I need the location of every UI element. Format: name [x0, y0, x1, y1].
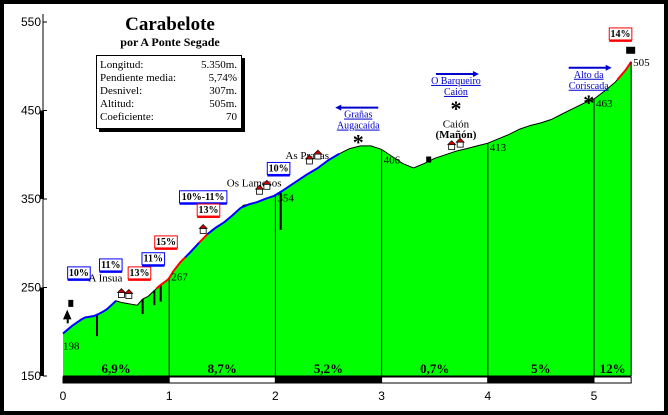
y-tick-label: 250 — [21, 281, 41, 295]
elevation-label: 463 — [596, 98, 613, 110]
house-icon — [313, 149, 323, 160]
stat-value: 505m. — [209, 98, 237, 110]
km-scale-bar — [593, 376, 632, 384]
grade-badge-label: 13% — [129, 268, 149, 279]
x-tick-label: 2 — [272, 389, 279, 403]
signpost-label: Augacaída — [337, 121, 380, 132]
y-tick-label: 350 — [21, 192, 41, 206]
km-scale-bar — [274, 376, 383, 384]
elevation-label: 198 — [63, 341, 80, 353]
slope-highlight — [155, 256, 186, 290]
y-axis-band — [40, 287, 44, 376]
y-tick-label: 550 — [21, 15, 41, 29]
house-icon — [254, 184, 265, 195]
stat-row-elevation-gain: Desnivel: 307m. — [100, 85, 237, 97]
grade-badge-label: 13% — [198, 205, 218, 216]
grade-badge-label: 15% — [156, 237, 176, 248]
km-scale-bar — [168, 376, 276, 384]
y-axis-band — [40, 110, 44, 199]
stat-label: Altitud: — [100, 98, 135, 110]
chart-title: Carabelote — [125, 14, 215, 35]
elevation-label: 505 — [633, 57, 650, 69]
tree-icon — [63, 309, 72, 324]
segment-slope-label: 0,7% — [420, 361, 449, 376]
slope-highlight — [306, 153, 340, 176]
signpost-arrowhead — [472, 70, 479, 77]
place-label: Caión — [443, 118, 470, 130]
elevation-label: 267 — [171, 271, 188, 283]
slope-highlight — [198, 233, 209, 244]
segment-slope-label: 5% — [531, 361, 551, 376]
grade-badge-label: 10%-11% — [182, 192, 225, 203]
grade-badge-label: 10% — [69, 268, 89, 279]
x-tick-label: 4 — [484, 389, 491, 403]
grade-badge-label: 11% — [101, 260, 120, 271]
house-icon — [198, 224, 208, 234]
summit-building-icon — [626, 46, 636, 54]
elevation-label: 413 — [490, 142, 507, 154]
signpost-arrowhead — [605, 64, 612, 71]
house-icon — [262, 179, 272, 190]
stat-label: Pendiente media: — [100, 72, 177, 84]
x-tick-label: 5 — [591, 389, 598, 403]
slope-highlight — [206, 173, 308, 235]
segment-slope-label: 6,9% — [101, 361, 130, 376]
church-icon — [68, 299, 74, 307]
grade-badge-label: 11% — [144, 254, 163, 265]
stat-label: Coeficiente: — [100, 111, 154, 123]
slope-highlight — [616, 61, 633, 81]
stat-value: 307m. — [209, 85, 237, 97]
stat-value: 5.350m. — [200, 59, 237, 71]
house-icon — [455, 137, 465, 148]
signpost-label: Grañas — [344, 110, 372, 121]
place-label: (Mañón) — [435, 129, 476, 141]
stats-box: Longitud: 5.350m. Pendiente media: 5,74%… — [96, 55, 242, 129]
y-tick-label: 450 — [21, 104, 41, 118]
elevation-label: 406 — [384, 154, 401, 166]
stat-row-altitude: Altitud: 505m. — [100, 98, 237, 110]
profile-area — [63, 61, 632, 377]
signpost-label: Caión — [444, 87, 468, 98]
house-icon — [304, 154, 315, 165]
elevation-label: 354 — [277, 192, 294, 204]
stat-row-coefficient: Coeficiente: 70 — [100, 111, 237, 123]
house-icon — [124, 289, 134, 299]
stat-label: Longitud: — [100, 59, 144, 71]
signpost-label: Coriscada — [569, 81, 610, 92]
slope-highlight — [62, 300, 117, 335]
stat-label: Desnivel: — [100, 85, 143, 97]
km-scale-bar — [487, 376, 595, 384]
viewpoint-icon: * — [450, 96, 461, 121]
building-icon — [426, 156, 432, 163]
stat-row-avg-slope: Pendiente media: 5,74% — [100, 72, 237, 84]
x-tick-label: 1 — [166, 389, 173, 403]
signpost-label: Alto da — [574, 70, 604, 81]
grade-badge-label: 10% — [269, 163, 289, 174]
stat-value: 5,74% — [208, 72, 237, 84]
stat-row-length: Longitud: 5.350m. — [100, 59, 237, 71]
chart-subtitle: por A Ponte Segade — [120, 35, 220, 49]
y-tick-label: 150 — [21, 369, 41, 383]
viewpoint-icon: * — [583, 90, 594, 115]
viewpoint-icon: * — [353, 130, 364, 155]
grade-badge-label: 14% — [611, 29, 631, 40]
km-scale-bar — [381, 376, 489, 384]
signpost-label: O Barqueiro — [431, 76, 481, 87]
x-tick-label: 3 — [378, 389, 385, 403]
house-icon — [116, 288, 127, 298]
house-icon — [446, 140, 457, 151]
signpost-arrowhead — [335, 104, 342, 111]
x-tick-label: 0 — [60, 389, 67, 403]
segment-slope-label: 12% — [600, 361, 626, 376]
segment-slope-label: 5,2% — [314, 361, 343, 376]
place-label: A Insua — [89, 272, 123, 284]
stat-value: 70 — [226, 111, 237, 123]
km-scale-bar — [62, 376, 170, 384]
slope-highlight — [184, 242, 200, 259]
segment-slope-label: 8,7% — [208, 361, 237, 376]
place-label: Os Lamosos — [227, 178, 282, 190]
